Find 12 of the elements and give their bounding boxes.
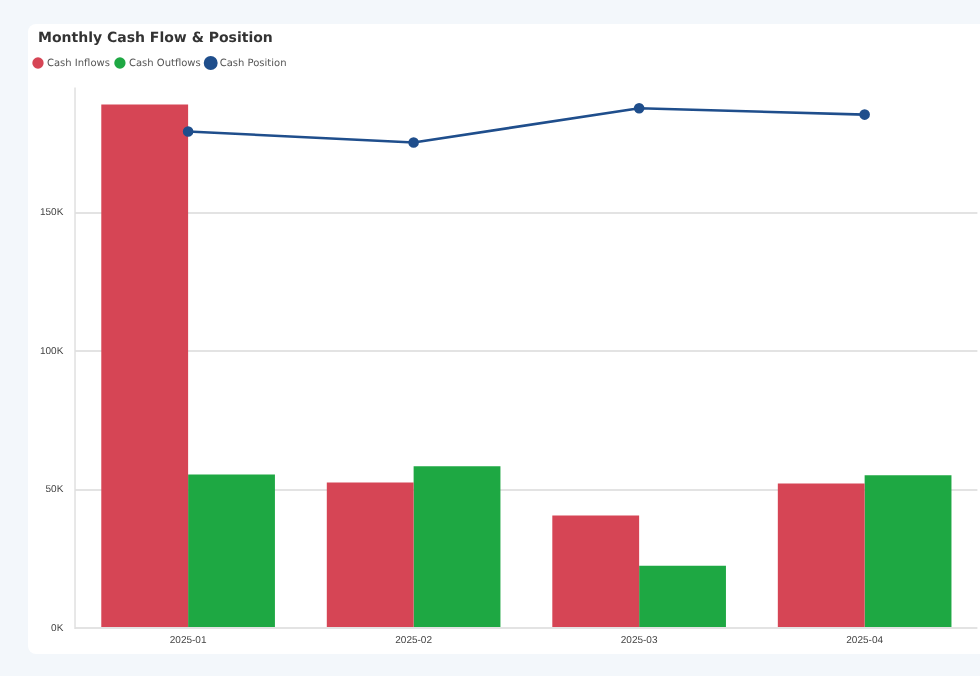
bar [639, 565, 726, 627]
bar [326, 482, 414, 627]
bar [413, 466, 501, 627]
point [633, 102, 645, 114]
point [182, 126, 194, 137]
bar [188, 474, 275, 627]
bar [777, 483, 865, 627]
bar [552, 515, 640, 627]
point [859, 109, 870, 120]
bar [101, 104, 189, 627]
point [408, 137, 419, 148]
bar [864, 475, 952, 627]
